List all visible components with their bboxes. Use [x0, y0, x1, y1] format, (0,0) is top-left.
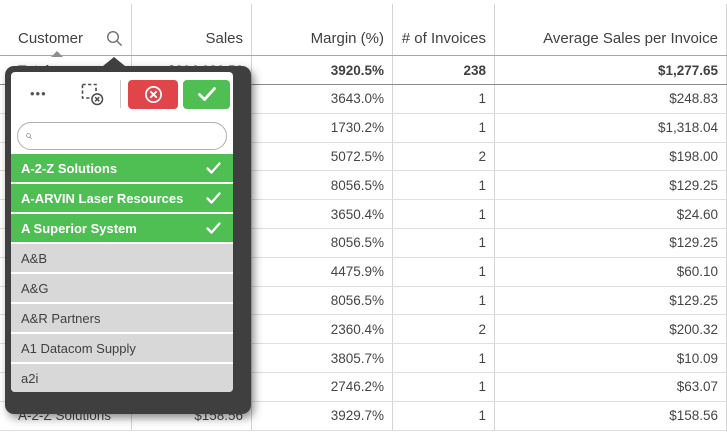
cell-invoices: 1	[393, 372, 495, 401]
list-item-label: A&R Partners	[21, 310, 101, 326]
cell-invoices: 1	[393, 228, 495, 257]
cell-avg: $10.09	[495, 344, 727, 372]
list-item-label: A-2-Z Solutions	[21, 160, 118, 176]
cell-invoices: 1	[393, 257, 495, 286]
cell-margin: 3805.7%	[252, 344, 393, 372]
cell-invoices: 1	[393, 344, 495, 372]
list-search-input[interactable]	[38, 127, 218, 145]
cell-invoices: 1	[393, 171, 495, 200]
list-item-label: A&G	[21, 280, 49, 296]
cell-invoices: 1	[393, 85, 495, 113]
confirm-icon	[197, 87, 216, 101]
cell-avg: $158.56	[495, 401, 727, 430]
search-icon[interactable]	[106, 30, 123, 47]
cell-invoices: 1	[393, 200, 495, 228]
cancel-selection-button[interactable]	[128, 79, 178, 109]
clear-selection-icon	[81, 83, 103, 105]
column-header-label: Margin (%)	[310, 30, 384, 47]
cell-avg: $24.60	[495, 200, 727, 228]
table-header-row: Customer Sales Margin (%) # of Invoices …	[0, 4, 727, 56]
cell-invoices: 1	[393, 286, 495, 315]
cell-margin: 8056.5%	[252, 171, 393, 200]
column-header-invoices[interactable]: # of Invoices	[393, 4, 495, 55]
cell-avg: $200.32	[495, 315, 727, 344]
list-item[interactable]: a2i	[11, 364, 233, 392]
cell-margin: 3650.4%	[252, 200, 393, 228]
list-item-label: a2i	[21, 370, 39, 386]
cell-margin: 3643.0%	[252, 85, 393, 113]
cell-margin: 8056.5%	[252, 228, 393, 257]
cell-avg: $1,318.04	[495, 113, 727, 142]
cell-margin: 2746.2%	[252, 372, 393, 401]
cell-avg: $129.25	[495, 171, 727, 200]
list-item[interactable]: A Superior System	[11, 214, 233, 242]
cell-avg: $129.25	[495, 286, 727, 315]
cell-invoices: 2	[393, 315, 495, 344]
column-header-margin[interactable]: Margin (%)	[252, 4, 393, 55]
toolbar-divider	[119, 80, 121, 108]
totals-average: $1,277.65	[495, 56, 727, 84]
cell-avg: $60.10	[495, 257, 727, 286]
cell-margin: 8056.5%	[252, 286, 393, 315]
list-item-label: A1 Datacom Supply	[21, 340, 136, 356]
list-item[interactable]: A1 Datacom Supply	[11, 334, 233, 362]
column-header-average-sales[interactable]: Average Sales per Invoice	[495, 4, 727, 55]
list-item[interactable]: A-2-Z Solutions	[11, 154, 233, 182]
cell-margin: 5072.5%	[252, 142, 393, 171]
list-item[interactable]: A&B	[11, 244, 233, 272]
cell-invoices: 1	[393, 113, 495, 142]
selection-toolbar: •••	[11, 72, 233, 116]
list-item[interactable]: A-ARVIN Laser Resources	[11, 184, 233, 212]
cell-avg: $198.00	[495, 142, 727, 171]
cell-invoices: 2	[393, 142, 495, 171]
cell-margin: 1730.2%	[252, 113, 393, 142]
cell-avg: $248.83	[495, 85, 727, 113]
confirm-selection-button[interactable]	[183, 79, 230, 109]
cell-invoices: 1	[393, 401, 495, 430]
list-item-label: A Superior System	[21, 220, 137, 236]
cell-avg: $63.07	[495, 372, 727, 401]
totals-invoices: 238	[393, 56, 495, 84]
cell-avg: $129.25	[495, 228, 727, 257]
column-header-label: Customer	[18, 30, 84, 47]
list-item-label: A-ARVIN Laser Resources	[21, 190, 184, 206]
selected-check-icon	[206, 192, 221, 204]
column-header-customer[interactable]: Customer	[0, 4, 132, 55]
column-header-label: Average Sales per Invoice	[543, 30, 718, 47]
selected-check-icon	[206, 162, 221, 174]
cancel-icon	[144, 85, 162, 103]
popover-arrow	[103, 57, 125, 66]
column-header-label: Sales	[205, 30, 243, 47]
list-search-box	[17, 122, 227, 150]
column-header-label: # of Invoices	[401, 30, 486, 47]
cell-margin: 4475.9%	[252, 257, 393, 286]
sort-ascending-icon	[51, 51, 63, 57]
cell-margin: 3929.7%	[252, 401, 393, 430]
value-list: A-2-Z Solutions A-ARVIN Laser Resources A …	[11, 154, 233, 392]
list-item-label: A&B	[21, 250, 48, 266]
selected-check-icon	[206, 222, 221, 234]
totals-margin: 3920.5%	[252, 56, 393, 84]
list-item[interactable]: A&R Partners	[11, 304, 233, 332]
list-item[interactable]: A&G	[11, 274, 233, 302]
cell-margin: 2360.4%	[252, 315, 393, 344]
selection-popover: •••	[5, 57, 251, 414]
clear-selection-button[interactable]	[81, 83, 104, 106]
column-header-sales[interactable]: Sales	[132, 4, 252, 55]
more-options-button[interactable]: •••	[30, 86, 47, 101]
search-icon	[26, 133, 32, 139]
